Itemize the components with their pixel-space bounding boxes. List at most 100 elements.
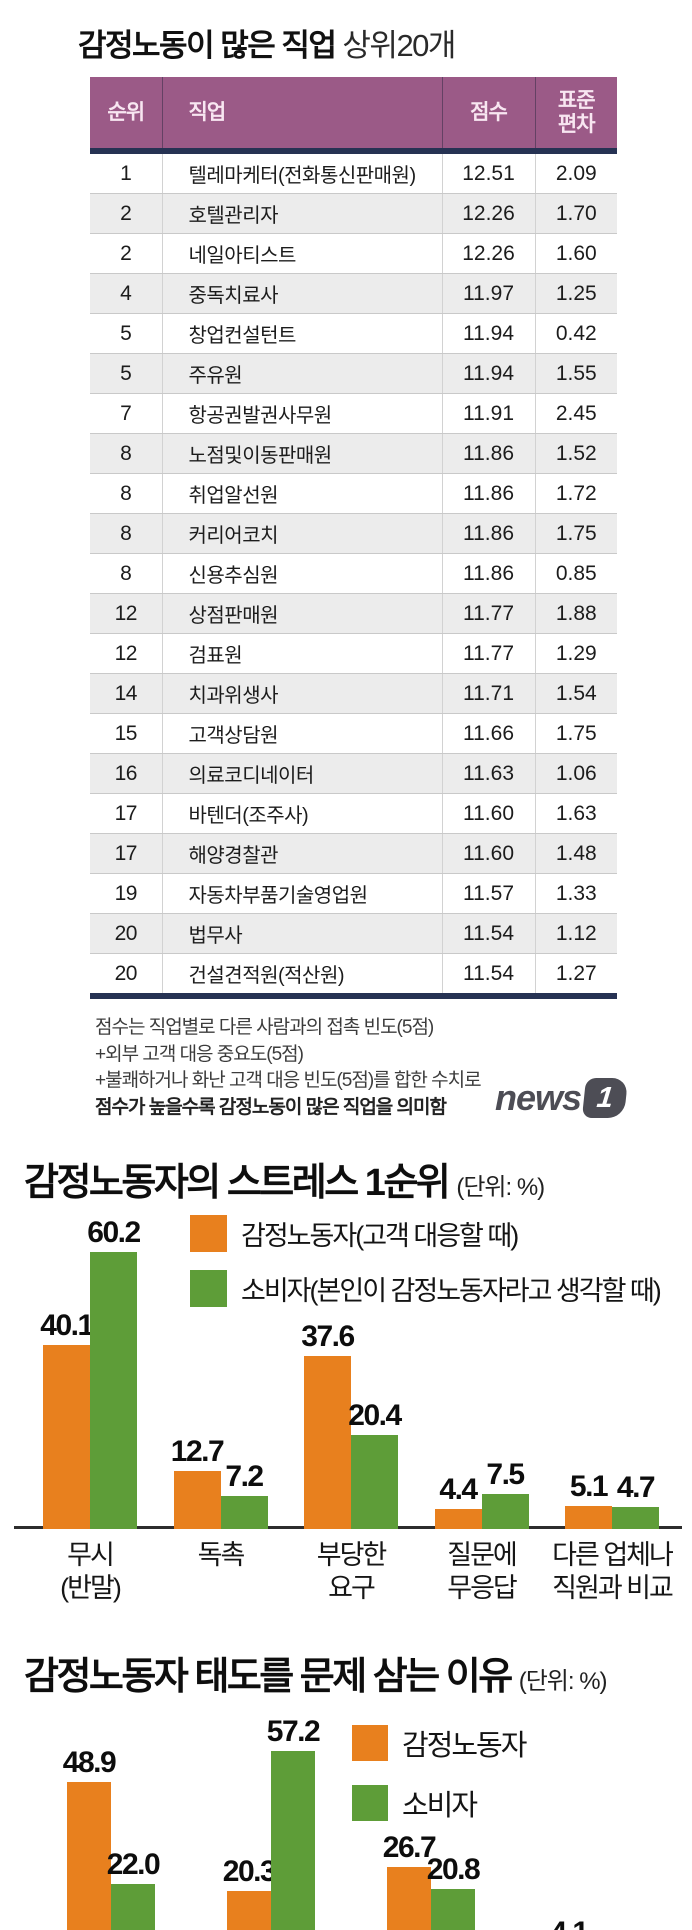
bar-pair: 26.7 20.8	[383, 1708, 481, 1930]
table-row: 2 호텔관리자 12.26 1.70	[90, 193, 617, 235]
bar-pair: 48.9 22.0	[63, 1708, 161, 1930]
stddev-cell: 1.27	[534, 953, 617, 999]
bar-pair: 12.7 7.2	[170, 1214, 268, 1530]
score-cell: 11.54	[441, 953, 535, 999]
score-cell: 11.86	[441, 553, 535, 595]
bar-rect	[431, 1889, 475, 1930]
job-cell: 검표원	[161, 633, 442, 675]
bar-pair: 4.10	[547, 1708, 635, 1930]
worker-bar: 26.7	[383, 1831, 437, 1930]
footnote-line: 점수는 직업별로 다른 사람과의 접촉 빈도(5점)	[95, 1017, 434, 1039]
consumer-bar: 20.8	[427, 1853, 481, 1930]
table-row: 1 텔레마케터(전화통신판매원) 12.51 2.09	[90, 151, 617, 195]
bar-value-label: 4.1	[550, 1916, 589, 1930]
rank-cell: 5	[90, 353, 162, 395]
rank-cell: 5	[90, 313, 162, 355]
occupation-table-section: 감정노동이 많은 직업 상위20개 순위 직업 점수 표준 편차 1 텔레마케터(전…	[0, 20, 692, 1121]
bar-group: 48.922.0손님은 왕이니 당연하다	[36, 1708, 186, 1930]
score-cell: 11.94	[441, 313, 535, 355]
col-header-rank: 순위	[90, 77, 162, 155]
table-row: 4 중독치료사 11.97 1.25	[90, 273, 617, 315]
bar-rect	[173, 1471, 221, 1530]
bar-group: 37.6 20.4 부당한 요구	[289, 1214, 413, 1615]
bar-value-label: 7.5	[486, 1458, 525, 1492]
category-label: 다른 업체나 직원과 비교	[552, 1540, 674, 1604]
score-cell: 12.26	[441, 233, 535, 275]
bar-rect	[220, 1496, 268, 1530]
bar-value-label: 26.7	[382, 1831, 437, 1865]
bar-value-label: 22.0	[106, 1848, 161, 1882]
table-header-row: 순위 직업 점수 표준 편차	[90, 77, 617, 155]
rank-cell: 2	[90, 193, 162, 235]
job-cell: 치과위생사	[161, 673, 442, 715]
score-cell: 11.66	[441, 713, 535, 755]
table-row: 20 법무사 11.54 1.12	[90, 913, 617, 955]
job-cell: 신용추심원	[161, 553, 442, 595]
legend-swatch-icon	[352, 1725, 388, 1762]
score-cell: 11.63	[441, 753, 535, 795]
rank-cell: 8	[90, 473, 162, 515]
category-label: 부당한 요구	[316, 1540, 388, 1604]
stddev-cell: 1.72	[534, 473, 617, 515]
bar-value-label: 7.2	[225, 1460, 264, 1494]
bar-value-label: 12.7	[170, 1435, 225, 1469]
bar-value-label: 48.9	[62, 1746, 117, 1780]
table-row: 7 항공권발권사무원 11.91 2.45	[90, 393, 617, 435]
rank-cell: 17	[90, 833, 162, 875]
footnote-line: +외부 고객 대응 중요도(5점)	[95, 1043, 304, 1065]
stress-chart-title: 감정노동자의 스트레스 1순위 (단위: %)	[24, 1151, 692, 1206]
news1-logo: news 1	[495, 1077, 629, 1119]
footnote-row: 점수는 직업별로 다른 사람과의 접촉 빈도(5점) +외부 고객 대응 중요도(…	[95, 1015, 692, 1121]
table-row: 8 신용추심원 11.86 0.85	[90, 553, 617, 595]
consumer-bar: 22.0	[107, 1848, 161, 1930]
worker-bar: 5.1	[565, 1470, 612, 1530]
legend-item: 감정노동자(고객 대응할 때)	[190, 1214, 660, 1253]
job-cell: 자동차부품기술영업원	[161, 873, 442, 915]
table-header: 순위 직업 점수 표준 편차	[90, 77, 617, 155]
rank-cell: 8	[90, 433, 162, 475]
stddev-cell: 0.42	[534, 313, 617, 355]
rank-cell: 2	[90, 233, 162, 275]
col-header-score: 점수	[441, 77, 535, 155]
table-row: 5 주유원 11.94 1.55	[90, 353, 617, 395]
stress-chart-plot: 감정노동자(고객 대응할 때) 소비자(본인이 감정노동자라고 생각할 때) 40…	[0, 1214, 692, 1615]
consumer-bar: 7.2	[220, 1460, 268, 1530]
stddev-cell: 1.55	[534, 353, 617, 395]
stddev-cell: 1.12	[534, 913, 617, 955]
stress-chart-legend: 감정노동자(고객 대응할 때) 소비자(본인이 감정노동자라고 생각할 때)	[190, 1214, 662, 1308]
bar-pair: 4.4 7.5	[434, 1214, 529, 1530]
worker-bar: 48.9	[63, 1746, 117, 1930]
bar-rect	[565, 1506, 612, 1530]
reason-chart-title-text: 감정노동자 태도를 문제 삼는 이유	[24, 1656, 513, 1699]
consumer-bar: 7.5	[481, 1458, 529, 1530]
footnote-line: +불쾌하거나 화난 고객 대응 빈도(5점)를 합한 수치로	[95, 1070, 482, 1092]
score-cell: 12.51	[441, 151, 535, 195]
stddev-cell: 1.75	[534, 513, 617, 555]
score-cell: 11.86	[441, 433, 535, 475]
stddev-cell: 1.54	[534, 673, 617, 715]
stddev-cell: 1.75	[534, 713, 617, 755]
legend-item: 소비자(본인이 감정노동자라고 생각할 때)	[190, 1269, 662, 1308]
job-cell: 바텐더(조주사)	[161, 793, 442, 835]
col-header-stddev: 표준 편차	[534, 77, 617, 155]
job-cell: 텔레마케터(전화통신판매원)	[161, 151, 442, 195]
reason-chart-legend: 감정노동자 소비자	[352, 1722, 527, 1824]
worker-bar: 20.3	[223, 1855, 277, 1930]
rank-cell: 20	[90, 913, 162, 955]
legend-label: 소비자(본인이 감정노동자라고 생각할 때)	[241, 1276, 662, 1307]
stddev-cell: 2.45	[534, 393, 617, 435]
rank-cell: 8	[90, 513, 162, 555]
score-cell: 11.86	[441, 513, 535, 555]
rank-cell: 15	[90, 713, 162, 755]
job-cell: 호텔관리자	[161, 193, 442, 235]
stddev-cell: 1.48	[534, 833, 617, 875]
job-cell: 항공권발권사무원	[161, 393, 442, 435]
job-cell: 상점판매원	[161, 593, 442, 635]
stress-chart-title-text: 감정노동자의 스트레스 1순위	[24, 1162, 451, 1205]
stddev-cell: 2.09	[534, 151, 617, 195]
table-title: 감정노동이 많은 직업 상위20개	[78, 20, 692, 65]
score-cell: 11.77	[441, 593, 535, 635]
score-cell: 11.77	[441, 633, 535, 675]
table-row: 17 해양경찰관 11.60 1.48	[90, 833, 617, 875]
